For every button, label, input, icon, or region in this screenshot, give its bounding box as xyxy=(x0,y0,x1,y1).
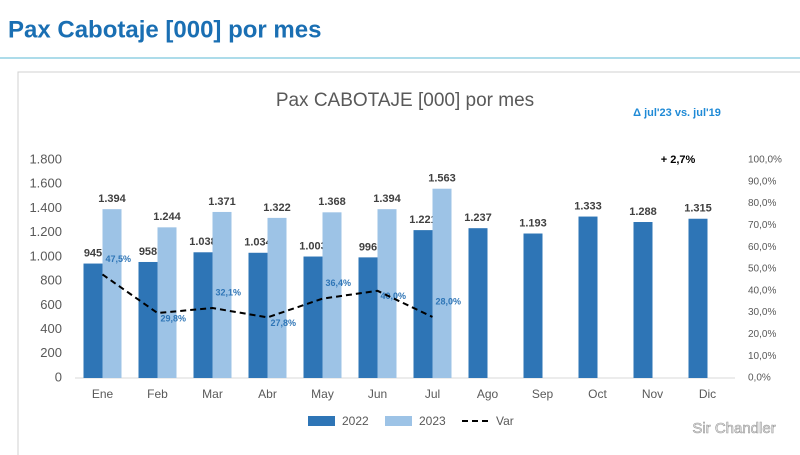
x-tick-label: Feb xyxy=(147,387,168,401)
x-tick-label: Oct xyxy=(588,387,607,401)
y-tick-label: 1.600 xyxy=(29,176,62,191)
bar xyxy=(138,261,158,378)
bar xyxy=(322,212,342,378)
data-label: 945 xyxy=(84,247,102,259)
y2-tick-label: 10,0% xyxy=(748,351,776,362)
data-label: 1.288 xyxy=(629,206,657,218)
y2-tick-label: 40,0% xyxy=(748,285,776,296)
bar xyxy=(303,256,323,378)
data-label: 1.322 xyxy=(263,202,291,214)
y-tick-label: 1.200 xyxy=(29,224,62,239)
data-label: 1.368 xyxy=(318,196,346,208)
x-tick-label: Mar xyxy=(202,387,223,401)
x-tick-label: Ene xyxy=(92,387,114,401)
legend-swatch xyxy=(308,416,335,426)
y-tick-label: 400 xyxy=(40,321,62,336)
legend-swatch xyxy=(385,416,412,426)
bar xyxy=(633,222,653,378)
bar xyxy=(413,230,433,378)
bar xyxy=(157,227,177,378)
line xyxy=(101,273,433,319)
bar xyxy=(377,209,397,378)
data-label: 1.034 xyxy=(244,237,272,249)
y-tick-label: 1.400 xyxy=(29,200,62,215)
data-label: 996 xyxy=(359,241,377,253)
legend-label: Var xyxy=(496,414,514,428)
y2-tick-label: 90,0% xyxy=(748,176,776,187)
chart-frame xyxy=(17,71,800,455)
y-tick-label: 1.800 xyxy=(29,151,62,166)
bar xyxy=(248,252,268,378)
y2-tick-label: 20,0% xyxy=(748,329,776,340)
data-label: 1.563 xyxy=(428,173,456,185)
y2-tick-label: 30,0% xyxy=(748,307,776,318)
x-tick-label: May xyxy=(311,387,334,401)
data-label: 36,4% xyxy=(326,278,352,288)
data-label: 29,8% xyxy=(161,313,187,323)
x-tick-label: Jun xyxy=(368,387,387,401)
y-tick-label: 600 xyxy=(40,297,62,312)
y-tick-label: 200 xyxy=(40,345,62,360)
y2-tick-label: 80,0% xyxy=(748,198,776,209)
data-label: 1.394 xyxy=(373,193,401,205)
annotation: + 2,7% xyxy=(661,154,696,166)
data-label: 958 xyxy=(139,246,157,258)
y2-tick-label: 50,0% xyxy=(748,264,776,275)
data-label: 1.003 xyxy=(299,240,327,252)
x-tick-label: Jul xyxy=(425,387,440,401)
y-tick-label: 0 xyxy=(55,369,62,384)
y2-tick-label: 60,0% xyxy=(748,242,776,253)
data-label: 1.193 xyxy=(519,217,547,229)
data-label: 1.371 xyxy=(208,196,236,208)
data-label: 1.333 xyxy=(574,200,602,212)
page-title: Pax Cabotaje [000] por mes xyxy=(8,16,321,43)
bar xyxy=(193,252,213,378)
bar xyxy=(468,228,488,378)
bar xyxy=(102,209,122,378)
bar xyxy=(212,211,232,378)
bar xyxy=(523,233,543,378)
x-tick-label: Sep xyxy=(532,387,554,401)
data-label: 1.221 xyxy=(409,214,437,226)
data-label: 28,0% xyxy=(436,296,462,306)
watermark: Sir Chandler xyxy=(692,420,775,437)
bar xyxy=(358,257,378,378)
bar xyxy=(688,218,708,378)
data-label: 1.237 xyxy=(464,212,492,224)
legend-label: 2023 xyxy=(419,414,446,428)
data-label: 40,0% xyxy=(381,291,407,301)
x-tick-label: Ago xyxy=(477,387,499,401)
data-label: 1.038 xyxy=(189,236,217,248)
data-label: 47,5% xyxy=(106,254,132,264)
x-tick-label: Nov xyxy=(642,387,663,401)
y2-tick-label: 0,0% xyxy=(748,373,771,384)
bar xyxy=(578,216,598,378)
y-tick-label: 1.000 xyxy=(29,248,62,263)
annotation: Δ jul'23 vs. jul'19 xyxy=(633,107,721,119)
data-label: 1.315 xyxy=(684,203,712,215)
data-label: 1.394 xyxy=(98,193,126,205)
chart-title: Pax CABOTAJE [000] por mes xyxy=(276,90,534,111)
y-tick-label: 800 xyxy=(40,273,62,288)
bar xyxy=(267,217,287,378)
bar xyxy=(432,188,452,378)
data-label: 27,8% xyxy=(271,318,297,328)
data-label: 1.244 xyxy=(153,211,181,223)
data-label: 32,1% xyxy=(216,287,242,297)
legend-label: 2022 xyxy=(342,414,369,428)
x-tick-label: Dic xyxy=(699,387,716,401)
bar xyxy=(83,263,103,378)
x-tick-label: Abr xyxy=(258,387,277,401)
y2-tick-label: 100,0% xyxy=(748,155,782,166)
y2-tick-label: 70,0% xyxy=(748,220,776,231)
